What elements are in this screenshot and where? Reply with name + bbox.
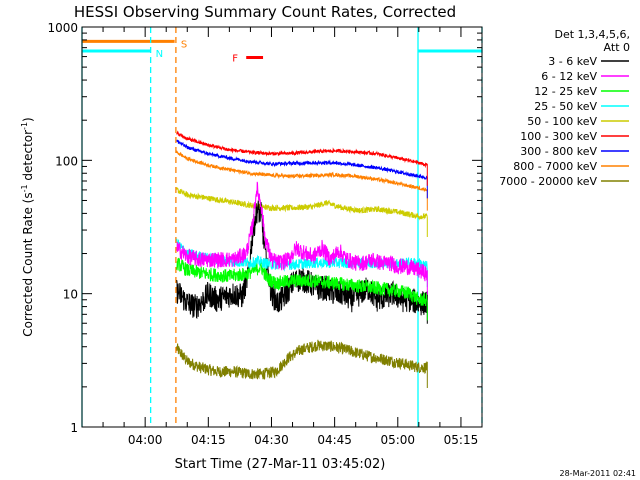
x-axis-ticks: 04:00 04:15 04:30 04:45 05:00 05:15 <box>102 27 479 447</box>
legend-label-8: 7000 - 20000 keV <box>499 175 597 188</box>
state-bar-label-3: F <box>232 54 238 65</box>
legend-label-0: 3 - 6 keV <box>548 55 597 68</box>
x-tick-label-4: 05:00 <box>380 433 415 447</box>
x-tick-label-3: 04:45 <box>317 433 352 447</box>
plot-frame <box>81 26 483 428</box>
series-lines <box>176 130 428 388</box>
legend-header-line2: Att 0 <box>604 41 630 54</box>
legend-label-1: 6 - 12 keV <box>541 70 597 83</box>
y-tick-label-0: 1 <box>70 421 78 435</box>
series-line-7 <box>176 150 428 211</box>
legend-label-5: 100 - 300 keV <box>520 130 597 143</box>
chart-title: HESSI Observing Summary Count Rates, Cor… <box>74 3 456 21</box>
y-axis-label: Corrected Count Rate (s-1 detector-1) <box>20 117 35 336</box>
legend-label-7: 800 - 7000 keV <box>513 160 597 173</box>
y-tick-label-2: 100 <box>55 154 78 168</box>
series-line-6 <box>176 139 428 199</box>
y-tick-label-1: 10 <box>63 288 78 302</box>
legend-label-4: 50 - 100 keV <box>527 115 597 128</box>
y-axis-ticks: 1 10 100 1000 <box>47 21 482 435</box>
state-bar-label-1: N <box>156 49 163 60</box>
legend-header-line1: Det 1,3,4,5,6, <box>554 28 630 41</box>
x-tick-label-0: 04:00 <box>128 433 163 447</box>
footer-timestamp: 28-Mar-2011 02:41 <box>560 469 637 478</box>
x-tick-label-5: 05:15 <box>444 433 479 447</box>
series-line-4 <box>176 187 428 237</box>
state-bars: S N F <box>82 39 482 65</box>
legend-label-3: 25 - 50 keV <box>534 100 597 113</box>
x-axis-label: Start Time (27-Mar-11 03:45:02) <box>175 457 386 472</box>
series-line-5 <box>176 130 428 186</box>
x-tick-label-2: 04:30 <box>254 433 289 447</box>
y-tick-label-3: 1000 <box>47 21 78 35</box>
legend-label-6: 300 - 800 keV <box>520 145 597 158</box>
x-tick-label-1: 04:15 <box>191 433 226 447</box>
legend: 3 - 6 keV 6 - 12 keV 12 - 25 keV 25 - 50 ke… <box>499 55 629 188</box>
legend-label-2: 12 - 25 keV <box>534 85 597 98</box>
state-bar-label-0: S <box>181 39 187 50</box>
series-line-2 <box>176 257 428 321</box>
series-line-0 <box>176 200 428 324</box>
series-line-1 <box>176 181 428 295</box>
series-line-8 <box>176 339 428 388</box>
